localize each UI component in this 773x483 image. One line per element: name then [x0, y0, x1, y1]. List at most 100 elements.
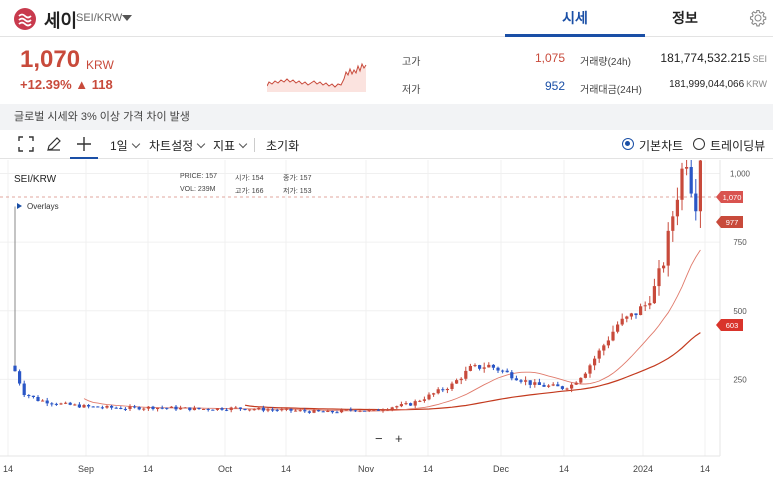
candle: [372, 409, 376, 411]
candle: [13, 206, 17, 372]
price-chart[interactable]: 1,000 750 500 250 14 Sep 14 Oct 14 Nov 14 Dec 14 202…: [0, 160, 773, 483]
basic-chart-label[interactable]: 기본차트: [639, 139, 684, 153]
candle: [376, 408, 380, 411]
tab-price[interactable]: 시세: [505, 0, 645, 37]
crosshair-tool[interactable]: [70, 130, 98, 159]
candle: [602, 343, 606, 356]
candle: [206, 408, 210, 412]
candle: [165, 407, 169, 410]
candle: [225, 408, 229, 412]
candle: [275, 408, 279, 412]
candle: [528, 380, 532, 389]
candle: [537, 378, 541, 386]
candle: [381, 408, 385, 413]
y-tick-label: 750: [733, 238, 747, 247]
candle: [551, 382, 555, 387]
candle: [473, 363, 477, 368]
x-tick-label: 14: [559, 464, 569, 474]
candle: [399, 401, 403, 408]
candle: [606, 336, 610, 349]
candle: [487, 362, 491, 368]
indicators-select[interactable]: 지표: [213, 137, 248, 154]
x-tick-label: Nov: [358, 464, 375, 474]
coin-pair: SEI/KRW: [76, 12, 123, 24]
tradingview-radio[interactable]: [693, 138, 705, 150]
candle: [326, 409, 330, 413]
candle: [261, 405, 265, 413]
candle: [671, 210, 675, 242]
candle: [593, 355, 597, 371]
candle: [533, 379, 537, 388]
sparkline: [267, 62, 367, 92]
candle: [524, 376, 528, 386]
pencil-icon[interactable]: [46, 136, 62, 152]
candle: [252, 408, 256, 411]
x-tick-label: 2024: [633, 464, 653, 474]
candle: [307, 410, 311, 414]
amount-label: 거래대금(24H): [580, 85, 642, 96]
coin-select-chevron-icon[interactable]: [122, 15, 132, 21]
fullscreen-icon[interactable]: [18, 136, 34, 152]
overlays-toggle[interactable]: Overlays: [17, 202, 59, 211]
candle: [464, 366, 468, 381]
candle: [413, 399, 417, 409]
candle: [643, 301, 647, 311]
x-tick-label: 14: [700, 464, 710, 474]
candlestick-chart: 1,000 750 500 250 14 Sep 14 Oct 14 Nov 14 Dec 14 202…: [0, 160, 751, 474]
candle: [698, 160, 702, 228]
candle: [64, 401, 68, 405]
candle: [565, 387, 569, 391]
candle: [243, 408, 247, 411]
candle: [96, 406, 100, 408]
candle: [174, 405, 178, 412]
basic-chart-radio[interactable]: [622, 138, 634, 150]
candle: [27, 394, 31, 399]
candle: [289, 408, 293, 413]
chart-settings-select[interactable]: 차트설정: [149, 137, 206, 154]
gear-icon[interactable]: [749, 9, 767, 27]
chevron-down-icon: [196, 139, 206, 149]
chart-toolbar: 1일 차트설정 지표 초기화 기본차트 트레이딩뷰: [0, 130, 773, 159]
candle: [335, 410, 339, 414]
candle: [496, 366, 500, 374]
candle: [639, 303, 643, 316]
candle: [105, 405, 109, 409]
candle: [620, 313, 624, 327]
candle: [386, 408, 390, 411]
candle: [662, 262, 666, 273]
candle: [340, 408, 344, 414]
candle: [119, 406, 123, 410]
candle: [73, 403, 77, 406]
interval-select[interactable]: 1일: [110, 137, 140, 154]
candle: [188, 407, 192, 412]
candle: [390, 406, 394, 412]
zoom-out-button[interactable]: −: [375, 431, 383, 446]
y-axis-ticks: 1,000 750 500 250: [730, 170, 751, 385]
chevron-down-icon: [131, 139, 140, 149]
moving-average-long: [244, 332, 701, 411]
candle: [146, 406, 150, 411]
tradingview-label[interactable]: 트레이딩뷰: [710, 139, 766, 153]
moving-average-short: [83, 249, 701, 412]
candle: [77, 402, 81, 408]
candle: [634, 313, 638, 319]
y-tick-label: 250: [733, 375, 747, 384]
candle: [455, 378, 459, 384]
candle: [82, 403, 86, 408]
candle: [123, 407, 127, 412]
candles: [13, 160, 702, 414]
zoom-in-button[interactable]: +: [395, 431, 403, 446]
chart-title: SEI/KRW: [14, 174, 57, 185]
reset-button[interactable]: 초기화: [266, 139, 300, 153]
candle: [611, 325, 615, 342]
tab-info[interactable]: 정보: [672, 10, 698, 26]
candle: [478, 364, 482, 371]
price-currency: KRW: [86, 58, 114, 72]
candle: [317, 409, 321, 412]
low-price-tag: 977: [716, 216, 743, 228]
candle: [160, 405, 164, 410]
low-price-tag-label: 977: [726, 218, 739, 227]
sei-logo-icon: [14, 8, 36, 30]
candle: [482, 362, 486, 373]
candle: [68, 401, 72, 406]
